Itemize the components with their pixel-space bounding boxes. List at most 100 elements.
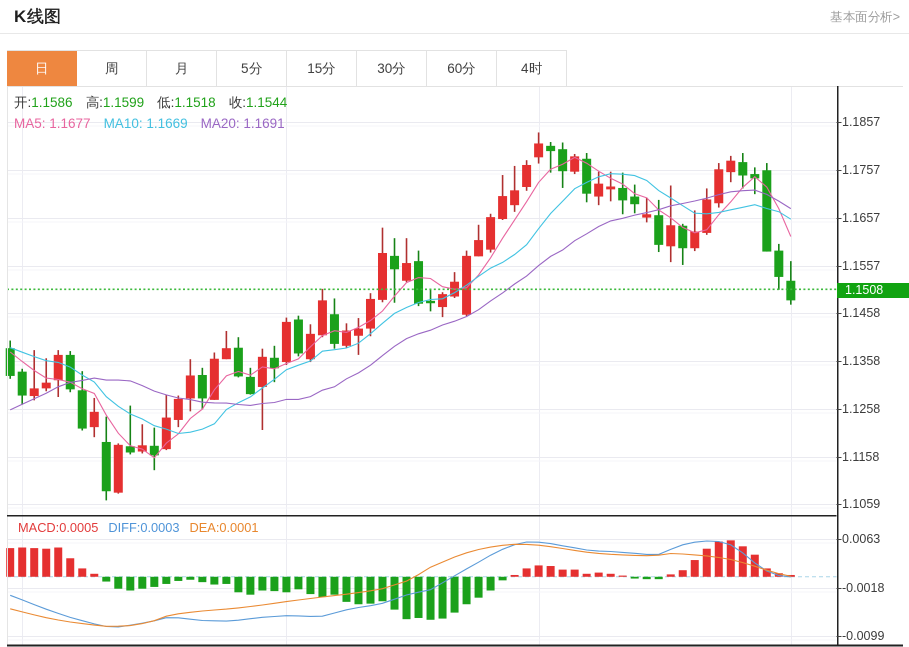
- candle-body: [474, 240, 484, 257]
- cjk-glyph-path: [322, 62, 336, 75]
- candle-body: [414, 261, 424, 304]
- candle-body: [486, 217, 496, 250]
- dea-line: [10, 543, 791, 627]
- ohlc-value-close: 1.1544: [245, 95, 288, 110]
- cjk-glyph-path: [529, 61, 542, 75]
- macd-hist-bar: [30, 548, 39, 577]
- candle-body: [498, 196, 508, 220]
- title-divider: [0, 33, 909, 34]
- cjk-glyph: [248, 62, 262, 75]
- macd-hist-bar: [54, 547, 63, 577]
- candle-body: [546, 145, 556, 152]
- macd-hist-bar: [414, 576, 423, 618]
- macd-hist-bar: [42, 548, 51, 577]
- tab-30min[interactable]: 30: [357, 51, 427, 86]
- candle-body: [113, 444, 123, 493]
- fundamental-analysis-link[interactable]: >: [830, 10, 900, 24]
- cjk-glyph-path: [86, 95, 99, 109]
- macd-hist-bar: [222, 576, 231, 584]
- candle-body: [774, 250, 784, 277]
- macd-hist-bar: [306, 576, 315, 595]
- cjk-glyph-path: [867, 10, 880, 23]
- candle-body: [257, 356, 267, 387]
- macd-hist-bar: [546, 566, 555, 577]
- macd-hist-bar: [66, 558, 75, 577]
- ma-legend-item-ma20: MA20: 1.1691: [200, 116, 285, 131]
- macd-hist-bar: [630, 576, 639, 579]
- candle-body: [221, 348, 231, 360]
- macd-hist-bar: [402, 576, 411, 620]
- macd-hist-bar: [150, 576, 159, 587]
- ohlc-legend: :1.1586:1.1599:1.1518:1.1544: [14, 95, 300, 110]
- candle-body: [618, 187, 628, 201]
- cjk-glyph-path: [175, 62, 186, 75]
- candle-body: [654, 215, 664, 245]
- tab-day[interactable]: [7, 51, 77, 87]
- candle-body: [137, 445, 147, 452]
- candle-body: [377, 253, 387, 300]
- candle-body: [510, 190, 520, 206]
- candle-body: [53, 354, 63, 381]
- macd-hist-bar: [618, 575, 627, 577]
- candle-body: [402, 263, 412, 281]
- candle-body: [365, 298, 375, 329]
- interval-tabs: 5 15 30 60 4: [7, 50, 567, 87]
- candle-body: [89, 411, 99, 428]
- macd-hist-bar: [498, 576, 507, 581]
- candle-body: [678, 225, 688, 249]
- cjk-glyph: [392, 62, 406, 75]
- candle-body: [522, 164, 532, 187]
- candle-body: [101, 441, 111, 492]
- macd-hist-bar: [114, 576, 123, 589]
- cjk-glyph-path: [830, 10, 843, 23]
- macd-hist-bar: [426, 576, 435, 620]
- candle-body: [269, 357, 279, 369]
- tab-5min[interactable]: 5: [217, 51, 287, 86]
- macd-legend-item-macd: MACD:0.0005: [18, 520, 99, 535]
- macd-hist-bar: [570, 569, 579, 577]
- tab-week[interactable]: [77, 51, 147, 86]
- macd-hist-bar: [450, 576, 459, 613]
- candle-body: [77, 390, 87, 429]
- candle-body: [666, 225, 676, 247]
- cjk-glyph-path: [26, 7, 44, 24]
- tab-month[interactable]: [147, 51, 217, 86]
- candle-body: [702, 199, 712, 233]
- macd-hist-bar: [186, 576, 195, 580]
- candle-body: [29, 388, 39, 397]
- price-tick-label: 1.1358: [842, 354, 881, 369]
- cjk-glyph: [105, 62, 117, 75]
- candle-body: [209, 358, 219, 400]
- ohlc-value-high: 1.1599: [102, 95, 145, 110]
- ohlc-label-open: :: [14, 95, 31, 110]
- cjk-glyph: [867, 10, 880, 23]
- cjk-glyph-path: [880, 10, 893, 23]
- candle-body: [726, 160, 736, 173]
- candle-body: [594, 183, 604, 197]
- cjk-glyph: [529, 61, 542, 75]
- macd-hist-bar: [78, 568, 87, 577]
- candle-body: [786, 280, 796, 301]
- cjk-glyph-path: [392, 62, 406, 75]
- cjk-glyph: [44, 8, 60, 24]
- macd-hist-bar: [714, 541, 723, 577]
- macd-legend-item-diff: DIFF:0.0003: [108, 520, 180, 535]
- candle-body: [558, 149, 568, 172]
- tab-15min[interactable]: 15: [287, 51, 357, 86]
- macd-hist-bar: [90, 573, 99, 577]
- macd-hist-bar: [486, 576, 495, 591]
- price-tick-label: 1.1059: [842, 497, 881, 512]
- macd-hist-bar: [726, 540, 735, 577]
- ohlc-item-low: :1.1518: [157, 95, 216, 110]
- tab-60min[interactable]: 60: [427, 51, 497, 86]
- candle-body: [185, 375, 195, 399]
- candle-body: [353, 328, 363, 336]
- macd-hist-bar: [162, 576, 171, 584]
- cjk-glyph: [830, 10, 843, 23]
- candle-body: [341, 330, 351, 346]
- tab-4hour[interactable]: 4: [497, 51, 567, 86]
- macd-hist-bar: [174, 576, 183, 581]
- macd-hist-bar: [102, 576, 111, 582]
